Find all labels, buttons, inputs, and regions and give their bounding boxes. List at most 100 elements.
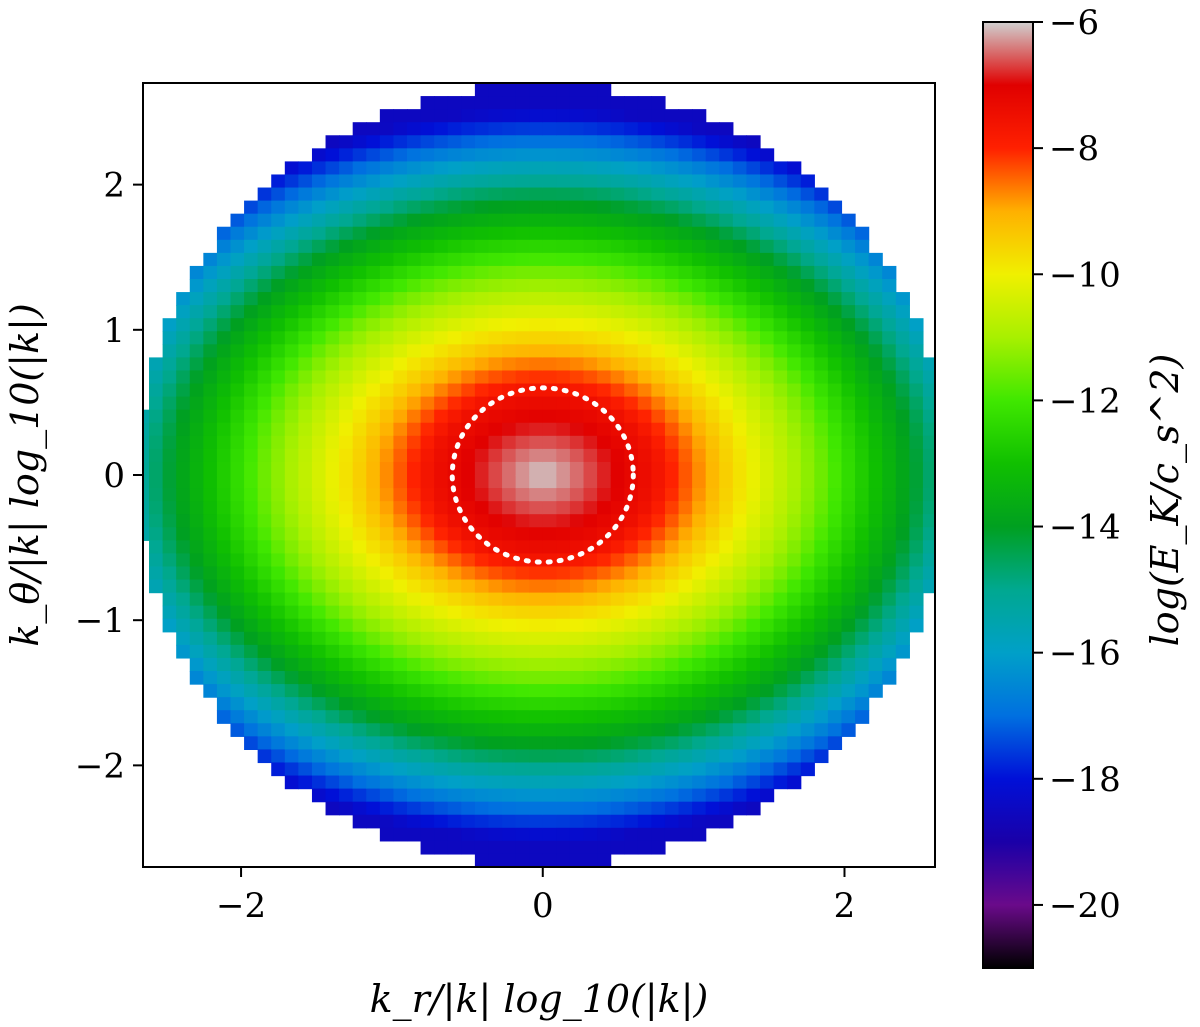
heatmap-cell: [692, 540, 707, 554]
heatmap-cell: [461, 710, 476, 724]
heatmap-cell: [773, 762, 788, 777]
heatmap-cell: [556, 840, 571, 855]
heatmap-cell: [841, 501, 856, 515]
heatmap-cell: [393, 148, 408, 162]
heatmap-cell: [352, 775, 367, 790]
heatmap-cell: [230, 292, 245, 306]
heatmap-cell: [556, 592, 571, 607]
heatmap-cell: [719, 148, 734, 162]
heatmap-cell: [230, 527, 245, 541]
heatmap-cell: [311, 161, 327, 176]
heatmap-cell: [800, 435, 815, 450]
heatmap-cell: [800, 579, 815, 594]
heatmap-cell: [597, 671, 612, 685]
heatmap-cell: [895, 475, 910, 489]
heatmap-cell: [325, 265, 340, 280]
heatmap-cell: [488, 148, 503, 162]
heatmap-cell: [814, 279, 829, 293]
heatmap-cell: [895, 357, 910, 372]
heatmap-cell: [420, 631, 435, 646]
heatmap-cell: [298, 461, 313, 476]
heatmap-cell: [624, 592, 639, 607]
heatmap-cell: [393, 827, 408, 842]
heatmap-cell: [692, 187, 707, 202]
heatmap-cell: [379, 814, 395, 829]
heatmap-cell: [556, 226, 571, 241]
heatmap-cell: [271, 461, 286, 476]
heatmap-cell: [637, 657, 652, 672]
heatmap-cell: [787, 174, 802, 189]
heatmap-cell: [529, 814, 544, 829]
heatmap-cell: [149, 527, 164, 541]
heatmap-cell: [325, 239, 340, 254]
heatmap-cell: [407, 187, 422, 202]
heatmap-cell: [732, 644, 748, 659]
heatmap-cell: [692, 448, 707, 463]
heatmap-cell: [692, 252, 707, 267]
heatmap-cell: [827, 566, 843, 581]
heatmap-cell: [841, 579, 856, 594]
heatmap-cell: [434, 697, 449, 711]
heatmap-cell: [637, 161, 652, 176]
heatmap-cell: [162, 488, 177, 502]
heatmap-cell: [909, 579, 924, 594]
heatmap-cell: [841, 605, 856, 620]
heatmap-cell: [583, 514, 598, 528]
heatmap-cell: [230, 383, 245, 398]
heatmap-cell: [189, 592, 204, 607]
heatmap-cell: [841, 618, 856, 633]
heatmap-cell: [352, 331, 367, 345]
heatmap-cell: [569, 749, 585, 764]
heatmap-cell: [678, 265, 693, 280]
heatmap-cell: [556, 488, 571, 502]
heatmap-cell: [488, 579, 503, 594]
heatmap-cell: [420, 148, 435, 162]
heatmap-cell: [597, 292, 612, 306]
heatmap-cell: [827, 736, 843, 750]
heatmap-cell: [746, 279, 761, 293]
heatmap-cell: [407, 801, 422, 816]
heatmap-cell: [692, 723, 707, 737]
heatmap-cell: [474, 213, 490, 228]
heatmap-cell: [800, 631, 815, 646]
heatmap-cell: [434, 827, 449, 842]
heatmap-cell: [162, 540, 177, 554]
heatmap-cell: [434, 840, 449, 855]
heatmap-cell: [515, 566, 530, 581]
heatmap-cell: [434, 475, 449, 489]
heatmap-cell: [692, 775, 707, 790]
heatmap-cell: [244, 409, 259, 424]
heatmap-cell: [827, 671, 843, 685]
heatmap-cell: [895, 331, 910, 345]
heatmap-cell: [597, 644, 612, 659]
heatmap-cell: [705, 736, 720, 750]
heatmap-cell: [800, 279, 815, 293]
heatmap-cell: [325, 461, 340, 476]
heatmap-cell: [800, 605, 815, 620]
heatmap-cell: [664, 344, 680, 358]
heatmap-cell: [216, 435, 232, 450]
heatmap-cell: [651, 631, 666, 646]
heatmap-cell: [325, 644, 340, 659]
heatmap-cell: [542, 252, 557, 267]
heatmap-cell: [434, 187, 449, 202]
heatmap-cell: [176, 318, 191, 332]
heatmap-cell: [542, 331, 557, 345]
heatmap-cell: [678, 422, 693, 437]
heatmap-cell: [637, 344, 652, 358]
heatmap-cell: [732, 148, 748, 162]
heatmap-cell: [773, 527, 788, 541]
heatmap-cell: [922, 448, 935, 463]
heatmap-cell: [692, 396, 707, 411]
heatmap-cell: [407, 710, 422, 724]
heatmap-cell: [434, 279, 449, 293]
heatmap-cell: [705, 265, 720, 280]
heatmap-cell: [624, 279, 639, 293]
heatmap-cell: [162, 409, 177, 424]
heatmap-cell: [705, 174, 720, 189]
heatmap-cell: [502, 566, 517, 581]
heatmap-cell: [542, 605, 557, 620]
heatmap-cell: [746, 357, 761, 372]
heatmap-cell: [719, 475, 734, 489]
heatmap-cell: [515, 422, 530, 437]
